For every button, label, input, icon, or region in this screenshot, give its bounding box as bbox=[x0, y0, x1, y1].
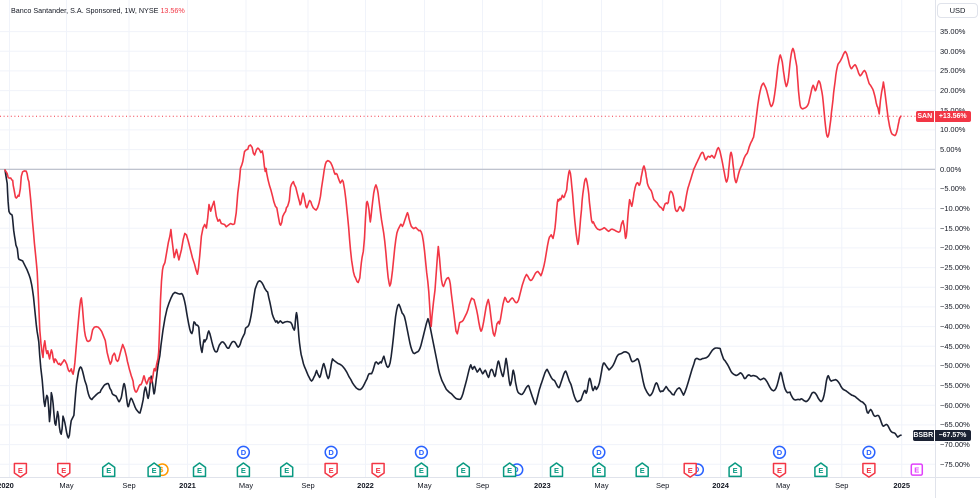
svg-text:D: D bbox=[419, 448, 425, 457]
svg-text:E: E bbox=[818, 466, 823, 475]
svg-text:E: E bbox=[197, 466, 202, 475]
svg-text:E: E bbox=[329, 466, 334, 475]
svg-text:E: E bbox=[914, 465, 919, 474]
svg-text:E: E bbox=[18, 466, 23, 475]
svg-text:E: E bbox=[554, 466, 559, 475]
svg-text:E: E bbox=[61, 466, 66, 475]
svg-text:E: E bbox=[106, 466, 111, 475]
svg-text:D: D bbox=[328, 448, 334, 457]
svg-text:E: E bbox=[376, 466, 381, 475]
svg-text:D: D bbox=[777, 448, 783, 457]
svg-text:E: E bbox=[688, 466, 693, 475]
svg-text:D: D bbox=[241, 448, 247, 457]
svg-text:D: D bbox=[596, 448, 602, 457]
svg-text:E: E bbox=[866, 466, 871, 475]
svg-text:E: E bbox=[640, 466, 645, 475]
svg-text:E: E bbox=[507, 466, 512, 475]
svg-text:$: $ bbox=[159, 467, 163, 474]
svg-text:E: E bbox=[777, 466, 782, 475]
svg-text:E: E bbox=[596, 466, 601, 475]
svg-text:E: E bbox=[419, 466, 424, 475]
svg-text:E: E bbox=[461, 466, 466, 475]
svg-text:E: E bbox=[284, 466, 289, 475]
svg-text:E: E bbox=[241, 466, 246, 475]
svg-text:D: D bbox=[866, 448, 872, 457]
svg-text:E: E bbox=[733, 466, 738, 475]
svg-text:E: E bbox=[152, 466, 157, 475]
